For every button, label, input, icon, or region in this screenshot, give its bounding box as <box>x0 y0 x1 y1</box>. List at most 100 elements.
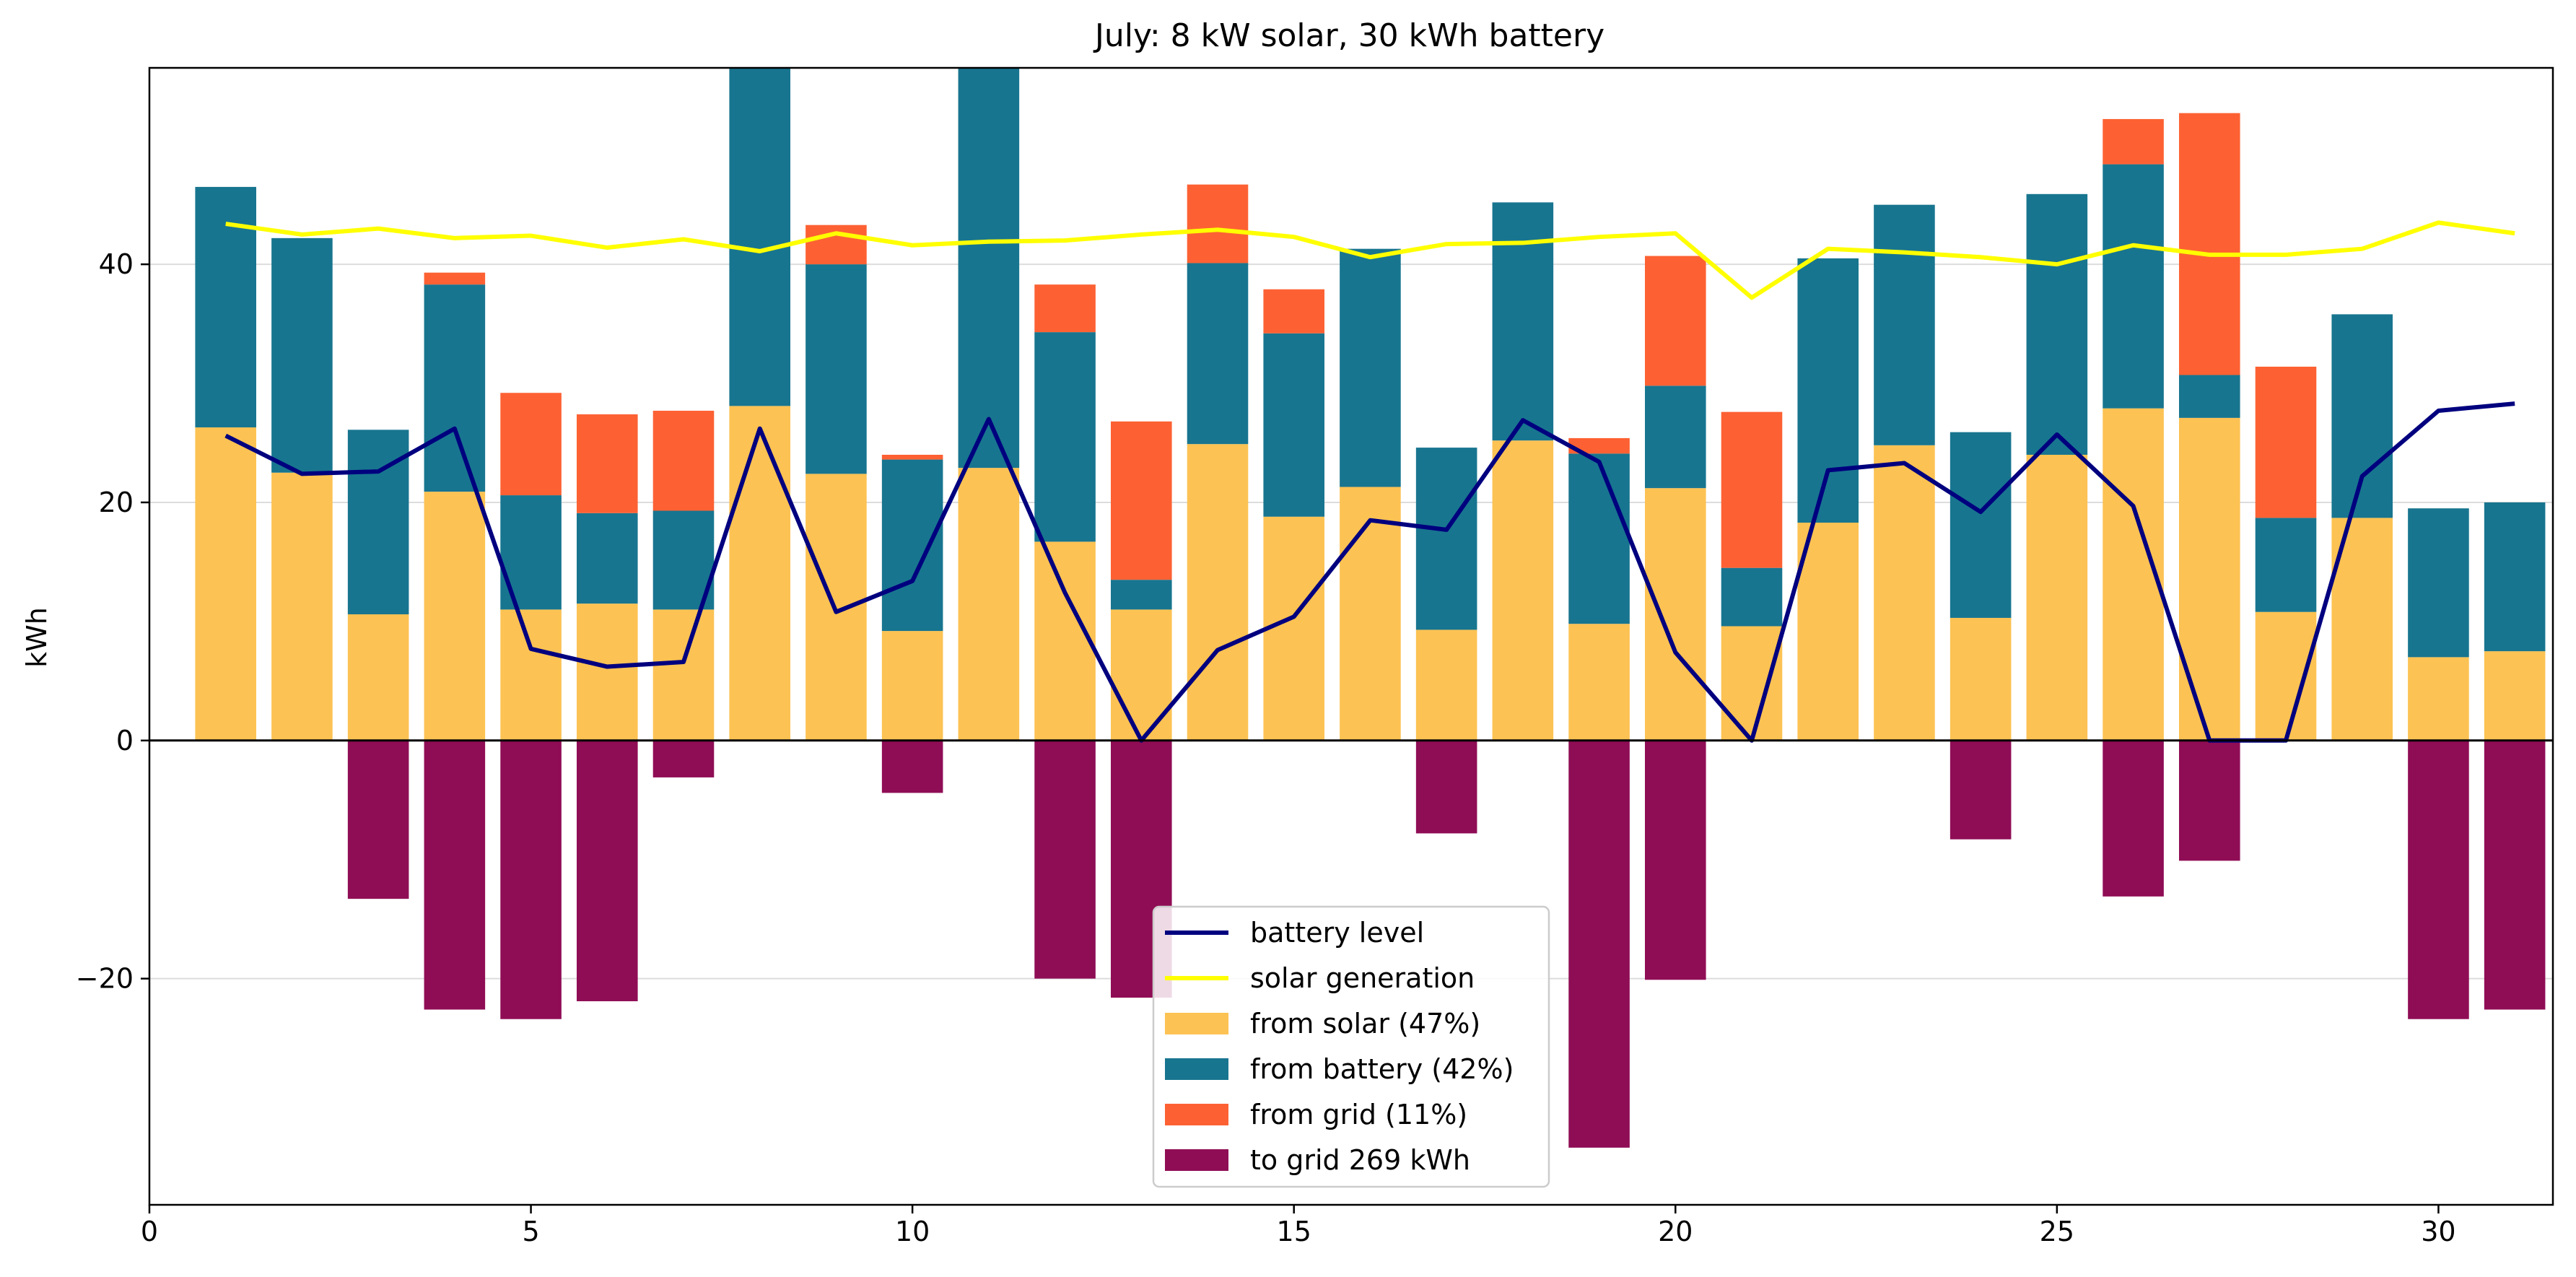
bar-solar <box>1721 626 1783 741</box>
legend-patch-swatch <box>1165 1058 1228 1080</box>
bar-to-grid <box>2103 740 2164 897</box>
bar-grid <box>2103 118 2164 165</box>
x-tick-label: 10 <box>895 1216 930 1247</box>
bar-grid <box>805 225 867 265</box>
bar-battery <box>1034 332 1096 542</box>
legend-label: from grid (11%) <box>1250 1099 1467 1130</box>
legend-frame <box>1152 905 1550 1188</box>
bar-battery <box>1111 580 1172 610</box>
legend-patch-swatch <box>1165 1104 1228 1125</box>
x-tick-label: 20 <box>1658 1216 1693 1247</box>
bar-to-grid <box>1645 740 1706 980</box>
bar-solar <box>347 614 409 741</box>
x-tick-label: 30 <box>2421 1216 2455 1247</box>
bar-solar <box>577 603 638 741</box>
x-tick-label: 5 <box>522 1216 539 1247</box>
chart-title: July: 8 kW solar, 30 kWh battery <box>1093 17 1604 54</box>
bar-battery <box>1492 202 1554 441</box>
bar-to-grid <box>1034 740 1096 979</box>
bar-grid <box>424 272 486 285</box>
bar-battery <box>1721 567 1783 627</box>
bar-battery <box>2484 502 2546 652</box>
x-tick-label: 15 <box>1277 1216 1311 1247</box>
bar-battery <box>1340 248 1401 487</box>
bar-to-grid <box>652 740 715 777</box>
bar-battery <box>195 186 256 428</box>
bar-battery <box>1568 453 1630 624</box>
bar-solar <box>881 631 943 741</box>
bar-battery <box>2103 164 2164 409</box>
bar-solar <box>1111 609 1172 741</box>
bar-solar <box>1568 624 1630 741</box>
x-tick-label: 0 <box>141 1216 158 1247</box>
battery-level-line <box>224 401 2515 743</box>
bar-battery <box>1950 432 2012 618</box>
bar-to-grid <box>2484 740 2546 1010</box>
bar-solar <box>1797 523 1859 741</box>
bar-grid <box>1263 289 1324 334</box>
bar-battery <box>2026 193 2088 455</box>
bar-solar <box>1950 617 2012 741</box>
bar-solar <box>1492 440 1554 741</box>
bar-solar <box>1034 541 1096 741</box>
bar-battery <box>1874 204 1935 445</box>
bars <box>195 68 2546 1148</box>
y-tick-label: −20 <box>76 963 134 995</box>
legend-label: to grid 269 kWh <box>1250 1144 1470 1176</box>
bar-battery <box>1415 448 1477 630</box>
y-tick-label: 20 <box>99 487 134 518</box>
bar-to-grid <box>1950 740 2012 840</box>
legend-label: from battery (42%) <box>1250 1053 1514 1085</box>
bar-solar <box>958 468 1020 741</box>
bar-battery <box>2408 508 2469 658</box>
bar-solar <box>2484 651 2546 741</box>
bar-battery <box>1263 333 1324 517</box>
bar-solar <box>1874 445 1935 741</box>
bar-battery <box>2255 518 2317 612</box>
y-axis-label: kWh <box>21 607 53 668</box>
x-tick-label: 25 <box>2040 1216 2074 1247</box>
bar-solar <box>652 609 715 741</box>
solar-generation-line <box>225 220 2515 300</box>
bar-to-grid <box>500 740 562 1019</box>
bar-battery <box>1645 385 1706 489</box>
bar-grid <box>1645 256 1706 386</box>
bar-grid <box>1034 284 1096 333</box>
bar-battery <box>805 264 867 474</box>
bar-battery <box>1797 258 1859 523</box>
y-tick-label: 40 <box>99 248 134 280</box>
bar-grid <box>2255 366 2317 518</box>
bar-battery <box>729 68 790 406</box>
legend-patch-swatch <box>1165 1013 1228 1034</box>
bar-solar <box>195 427 256 741</box>
legend-patch-swatch <box>1165 1149 1228 1171</box>
lines <box>224 220 2515 743</box>
bar-battery <box>881 459 943 632</box>
legend-label: battery level <box>1250 917 1424 949</box>
bar-to-grid <box>2408 740 2469 1019</box>
bar-grid <box>881 454 943 460</box>
plot-frame <box>148 66 2554 1206</box>
bar-solar <box>2331 518 2393 741</box>
bar-battery <box>577 513 638 604</box>
bar-solar <box>1340 487 1401 741</box>
bar-battery <box>1187 263 1249 445</box>
bar-grid <box>1721 411 1783 568</box>
bar-to-grid <box>347 740 409 899</box>
legend-label: from solar (47%) <box>1250 1008 1480 1040</box>
bar-solar <box>1263 516 1324 741</box>
bar-solar <box>1415 629 1477 741</box>
bar-solar <box>271 472 333 741</box>
bar-to-grid <box>424 740 486 1010</box>
bar-grid <box>652 410 715 511</box>
axes: 0 5 10 15 20 25 30 −20 0 20 40 <box>76 66 2554 1247</box>
bar-solar <box>2255 611 2317 741</box>
bar-battery <box>2331 314 2393 518</box>
bar-battery <box>424 284 486 492</box>
bar-grid <box>1187 184 1249 263</box>
bar-battery <box>271 237 333 473</box>
bar-grid <box>500 393 562 496</box>
bar-solar <box>500 609 562 741</box>
bar-battery <box>958 68 1020 468</box>
bar-solar <box>2408 657 2469 741</box>
